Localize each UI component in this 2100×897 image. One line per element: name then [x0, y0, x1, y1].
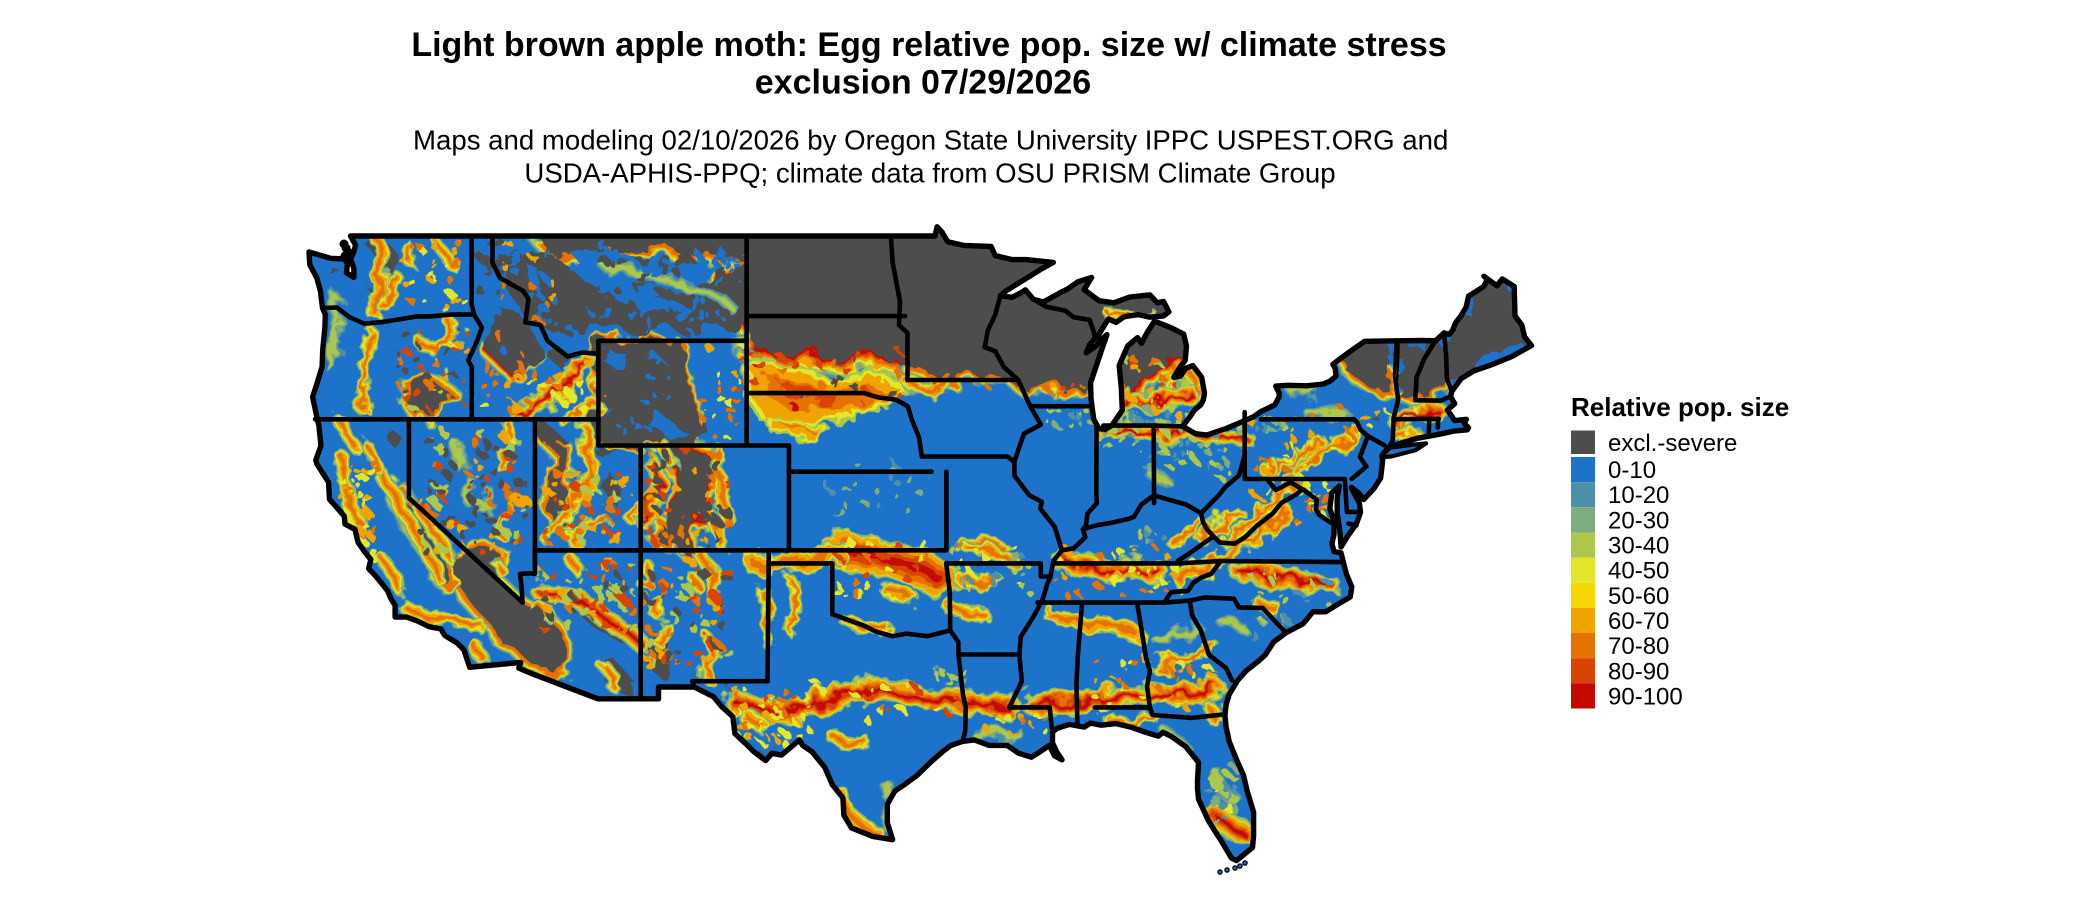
svg-text:USDA-APHIS-PPQ; climate data f: USDA-APHIS-PPQ; climate data from OSU PR… — [524, 158, 1335, 189]
svg-text:Maps and modeling 02/10/2026 b: Maps and modeling 02/10/2026 by Oregon S… — [413, 125, 1448, 156]
svg-text:Light brown apple moth: Egg re: Light brown apple moth: Egg relative pop… — [411, 26, 1446, 64]
svg-text:excl.-severe: excl.-severe — [1608, 430, 1737, 457]
svg-text:90-100: 90-100 — [1608, 683, 1683, 710]
svg-text:exclusion 07/29/2026: exclusion 07/29/2026 — [755, 64, 1091, 102]
svg-text:70-80: 70-80 — [1608, 633, 1669, 660]
svg-text:Relative pop. size: Relative pop. size — [1571, 392, 1789, 422]
svg-text:0-10: 0-10 — [1608, 457, 1656, 484]
svg-text:10-20: 10-20 — [1608, 482, 1669, 509]
svg-text:40-50: 40-50 — [1608, 558, 1669, 585]
svg-text:60-70: 60-70 — [1608, 608, 1669, 635]
svg-text:50-60: 50-60 — [1608, 583, 1669, 610]
svg-text:30-40: 30-40 — [1608, 533, 1669, 560]
svg-text:20-30: 20-30 — [1608, 507, 1669, 534]
svg-text:80-90: 80-90 — [1608, 658, 1669, 685]
